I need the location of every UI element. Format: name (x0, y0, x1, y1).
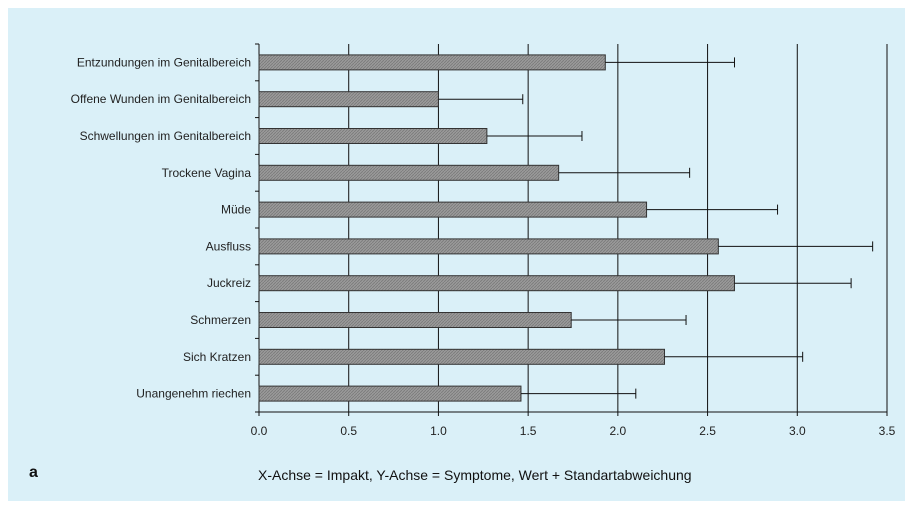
category-label: Juckreiz (207, 276, 251, 290)
bar (258, 275, 735, 292)
x-tick-label: 2.0 (610, 424, 627, 438)
bar (258, 201, 648, 218)
category-label: Trockene Vagina (162, 166, 252, 180)
bar (258, 128, 488, 144)
bar (258, 164, 560, 181)
bar (258, 238, 719, 255)
category-label: Schmerzen (190, 313, 251, 327)
category-label: Offene Wunden im Genitalbereich (71, 92, 251, 106)
x-tick-label: 0.5 (340, 424, 357, 438)
x-tick-label: 3.5 (879, 424, 896, 438)
bar (258, 385, 522, 402)
chart-caption: X-Achse = Impakt, Y-Achse = Symptome, We… (258, 467, 692, 483)
category-label: Schwellungen im Genitalbereich (80, 129, 251, 143)
x-tick-label: 3.0 (789, 424, 806, 438)
x-tick-label: 2.5 (699, 424, 716, 438)
category-label: Müde (221, 203, 251, 217)
bar (258, 312, 572, 328)
bar (258, 348, 666, 365)
bar (258, 91, 439, 108)
category-label: Sich Kratzen (183, 350, 251, 364)
chart-panel (8, 8, 905, 501)
bar (258, 54, 606, 71)
x-tick-label: 1.0 (430, 424, 447, 438)
x-tick-label: 0.0 (251, 424, 268, 438)
category-label: Ausfluss (206, 239, 251, 253)
category-label: Unangenehm riechen (136, 387, 251, 401)
x-tick-label: 1.5 (520, 424, 537, 438)
panel-label: a (29, 464, 38, 481)
category-label: Entzundungen im Genitalbereich (77, 55, 251, 69)
